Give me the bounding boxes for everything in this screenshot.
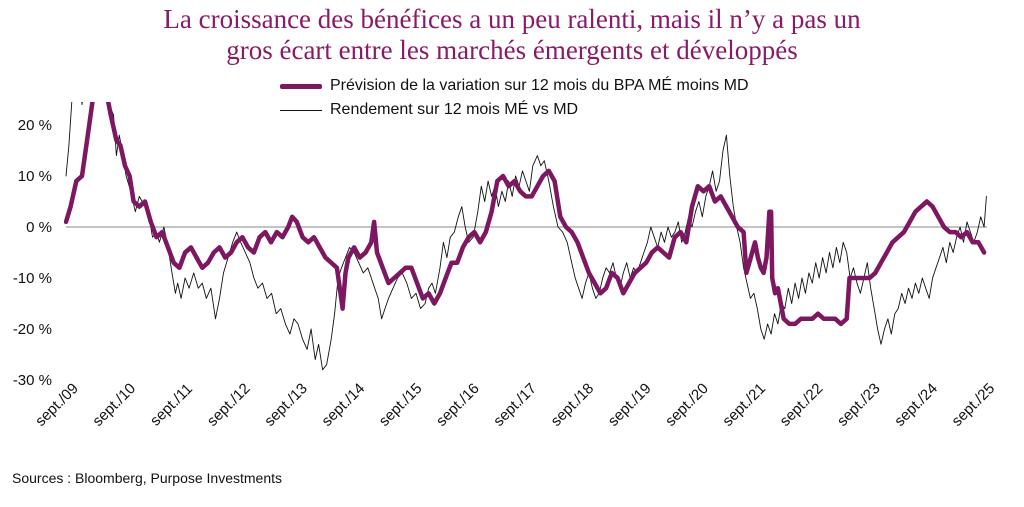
x-tick-label: sept./16 <box>433 380 483 430</box>
y-axis-ticks: 20 % 10 % 0 % -10 % -20 % -30 % <box>13 117 52 389</box>
y-tick-label: 10 % <box>18 168 52 185</box>
chart-legend: Prévision de la variation sur 12 mois du… <box>280 74 749 122</box>
legend-entry-return: Rendement sur 12 mois MÉ vs MD <box>280 98 749 122</box>
x-tick-label: sept./10 <box>89 380 139 430</box>
x-tick-label: sept./18 <box>548 380 598 430</box>
y-tick-label: 0 % <box>26 219 52 236</box>
x-tick-label: sept./23 <box>834 380 884 430</box>
x-tick-label: sept./19 <box>605 380 655 430</box>
x-tick-label: sept./20 <box>662 380 712 430</box>
x-tick-label: sept./14 <box>318 380 368 430</box>
source-note: Sources : Bloomberg, Purpose Investments <box>12 470 283 486</box>
legend-label-eps: Prévision de la variation sur 12 mois du… <box>330 77 749 94</box>
legend-label-return: Rendement sur 12 mois MÉ vs MD <box>330 101 579 118</box>
x-tick-label: sept./24 <box>891 380 941 430</box>
y-tick-label: -10 % <box>13 270 52 287</box>
y-tick-label: 20 % <box>18 117 52 134</box>
chart-title-line-1: La croissance des bénéfices a un peu ral… <box>163 4 861 34</box>
chart-title: La croissance des bénéfices a un peu ral… <box>0 4 1024 66</box>
series-line-return <box>65 102 987 371</box>
legend-swatch-return <box>280 109 322 111</box>
x-axis-ticks: sept./09 sept./10 sept./11 sept./12 sept./13… <box>32 380 998 430</box>
x-tick-label: sept./21 <box>719 380 769 430</box>
x-tick-label: sept./13 <box>261 380 311 430</box>
x-tick-label: sept./22 <box>777 380 827 430</box>
x-tick-label: sept./17 <box>490 380 540 430</box>
x-tick-label: sept./25 <box>948 380 998 430</box>
legend-entry-eps: Prévision de la variation sur 12 mois du… <box>280 74 749 98</box>
legend-swatch-eps <box>280 83 322 89</box>
x-tick-label: sept./12 <box>204 380 254 430</box>
y-tick-label: -30 % <box>13 372 52 389</box>
x-tick-label: sept./15 <box>376 380 426 430</box>
x-tick-label: sept./11 <box>147 380 196 429</box>
series-line-eps-forecast <box>64 102 987 327</box>
series-layer <box>64 102 987 371</box>
chart-title-line-2: gros écart entre les marchés émergents e… <box>226 35 798 65</box>
y-tick-label: -20 % <box>13 321 52 338</box>
